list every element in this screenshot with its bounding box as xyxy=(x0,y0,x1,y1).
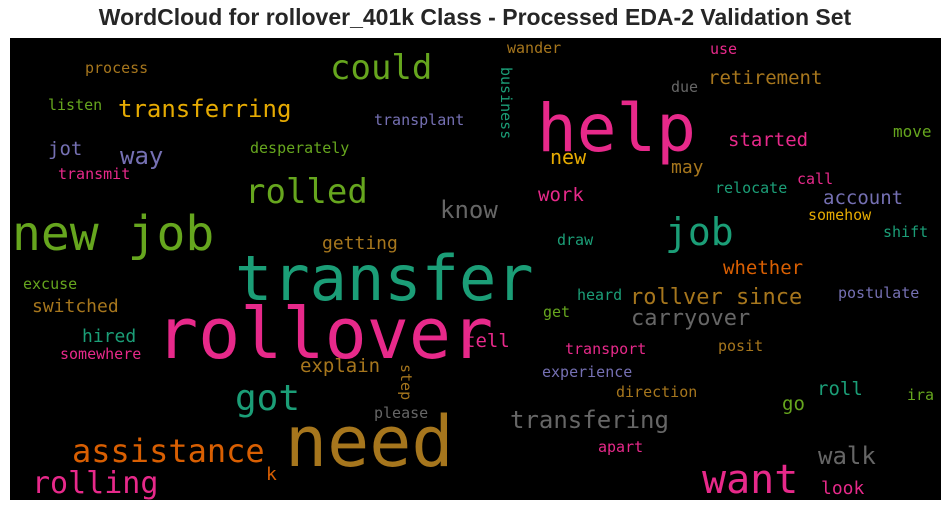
word-assistance: assistance xyxy=(72,432,265,470)
word-need: need xyxy=(285,401,454,483)
chart-title: WordCloud for rollover_401k Class - Proc… xyxy=(98,4,852,30)
word-transmit: transmit xyxy=(58,165,130,183)
word-call: call xyxy=(797,170,833,188)
word-transport: transport xyxy=(565,340,646,358)
word-want: want xyxy=(702,457,798,500)
word-whether: whether xyxy=(723,257,803,279)
word-move: move xyxy=(893,122,932,141)
word-account: account xyxy=(823,187,903,209)
word-excuse: excuse xyxy=(23,275,77,293)
word-heard: heard xyxy=(577,286,622,304)
word-help: help xyxy=(537,90,696,167)
word-tell: tell xyxy=(464,330,510,352)
word-carryover: carryover xyxy=(631,306,750,331)
word-rollver-since: rollver since xyxy=(630,285,802,310)
word-job: job xyxy=(665,210,734,254)
word-experience: experience xyxy=(542,363,632,381)
word-may: may xyxy=(671,157,704,178)
word-look: look xyxy=(821,478,865,499)
word-work: work xyxy=(538,184,584,206)
word-somewhere: somewhere xyxy=(60,345,141,363)
cloud-background xyxy=(10,38,941,500)
word-know: know xyxy=(440,196,498,224)
word-relocate: relocate xyxy=(715,179,787,197)
word-transfering: transfering xyxy=(510,406,669,434)
word-got: got xyxy=(235,378,300,419)
word-posit: posit xyxy=(718,337,763,355)
word-get: get xyxy=(543,303,570,321)
word-shift: shift xyxy=(883,223,928,241)
word-jot: jot xyxy=(48,138,82,160)
word-retirement: retirement xyxy=(708,67,822,89)
word-roll: roll xyxy=(817,378,863,400)
word-hired: hired xyxy=(82,326,136,347)
word-apart: apart xyxy=(598,438,643,456)
word-could: could xyxy=(330,48,432,88)
word-way: way xyxy=(120,142,163,170)
word-somehow: somehow xyxy=(808,206,872,224)
word-switched: switched xyxy=(32,296,119,317)
word-desperately: desperately xyxy=(250,139,349,157)
word-getting: getting xyxy=(322,233,398,254)
word-explain: explain xyxy=(300,355,380,377)
word-go: go xyxy=(782,393,805,415)
word-wander: wander xyxy=(507,39,561,57)
word-k: k xyxy=(266,464,277,485)
word-direction: direction xyxy=(616,383,697,401)
word-step: step xyxy=(397,364,415,400)
word-postulate: postulate xyxy=(838,284,919,302)
word-rolled: rolled xyxy=(245,172,368,212)
word-transferring: transferring xyxy=(118,95,291,123)
word-rolling: rolling xyxy=(32,466,158,500)
word-due: due xyxy=(671,78,698,96)
word-started: started xyxy=(728,129,808,151)
word-new-job: new job xyxy=(12,206,214,262)
word-use: use xyxy=(710,40,737,58)
word-listen: listen xyxy=(48,96,102,114)
word-transplant: transplant xyxy=(374,111,464,129)
word-draw: draw xyxy=(557,231,594,249)
word-ira: ira xyxy=(907,386,934,404)
word-new: new xyxy=(550,145,587,169)
word-please: please xyxy=(374,404,428,422)
word-transfer: transfer xyxy=(235,242,534,315)
word-business: business xyxy=(497,67,515,139)
word-walk: walk xyxy=(818,442,876,470)
word-rollover: rollover xyxy=(156,293,493,375)
word-process: process xyxy=(85,59,148,77)
